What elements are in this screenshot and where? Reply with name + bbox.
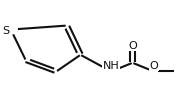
Text: O: O [128,41,137,51]
Text: S: S [2,25,9,35]
Text: NH: NH [103,61,120,70]
Text: O: O [150,61,158,70]
